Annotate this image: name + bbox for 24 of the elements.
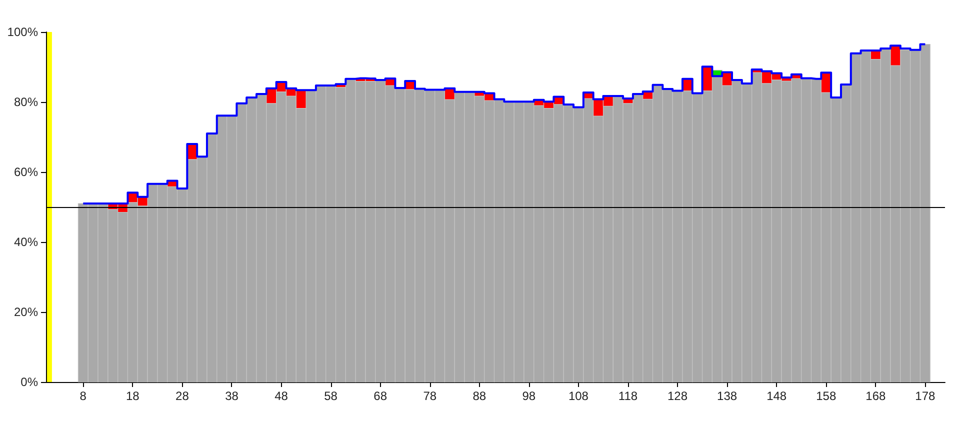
x-tick-label: 48 (274, 389, 288, 403)
x-tick-label: 158 (816, 389, 836, 403)
x-tick-label: 18 (126, 389, 140, 403)
x-tick-label: 78 (423, 389, 437, 403)
x-tick-label: 28 (176, 389, 190, 403)
x-tick-label: 68 (374, 389, 388, 403)
x-tick-label: 88 (472, 389, 486, 403)
x-tick-label: 108 (568, 389, 589, 403)
x-tick-label: 168 (866, 389, 886, 403)
y-tick-label: 20% (14, 305, 38, 319)
x-tick-label: 128 (668, 389, 688, 403)
x-tick-label: 138 (717, 389, 738, 403)
y-tick-label: 80% (14, 95, 38, 109)
x-tick-label: 98 (522, 389, 536, 403)
x-tick-label: 8 (80, 389, 87, 403)
y-tick-label: 0% (20, 375, 38, 389)
x-tick-label: 118 (618, 389, 638, 403)
x-tick-label: 178 (915, 389, 936, 403)
y-tick-label: 60% (14, 165, 38, 179)
x-tick-label: 58 (324, 389, 338, 403)
x-tick-label: 148 (766, 389, 787, 403)
y-tick-label: 100% (7, 25, 38, 39)
x-tick-label: 38 (225, 389, 239, 403)
y-tick-label: 40% (14, 235, 38, 249)
